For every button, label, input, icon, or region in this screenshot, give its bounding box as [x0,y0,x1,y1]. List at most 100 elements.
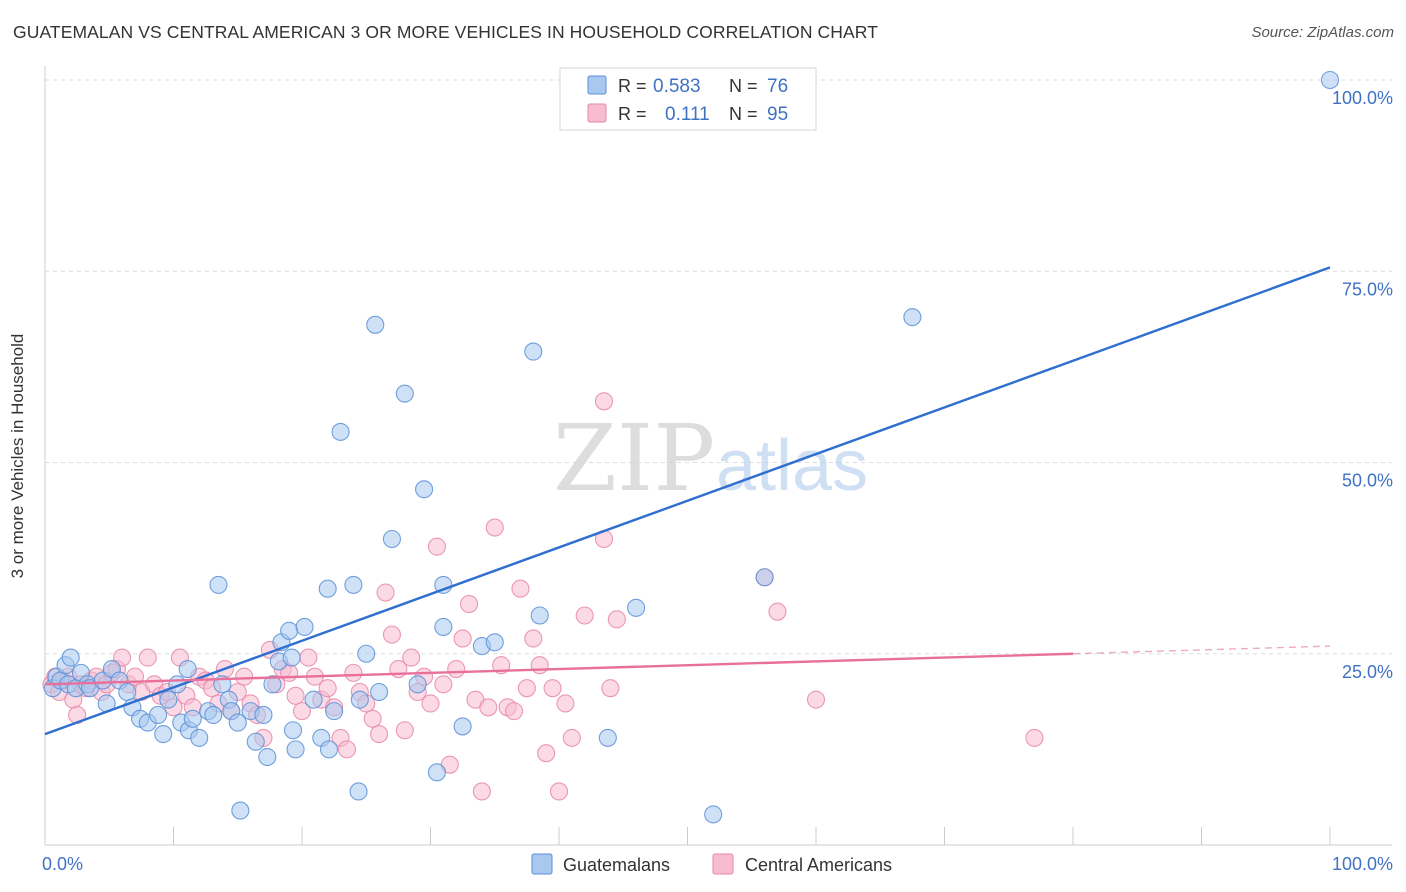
point-central-americans [286,686,305,705]
point-guatemalans [283,721,303,740]
point-guatemalans [178,659,197,679]
gridlines [45,79,1392,655]
point-guatemalans [382,529,402,549]
bottom-legend-swatch-central-americans [712,853,734,875]
bottom-legend: Guatemalans Central Americans [531,853,892,875]
point-guatemalans [280,621,299,640]
point-central-americans [556,694,575,713]
legend-r-label-2: R = [618,104,647,124]
point-guatemalans [282,648,301,667]
point-central-americans [479,698,498,717]
point-guatemalans [350,690,369,709]
point-guatemalans [295,617,314,637]
chart-title: GUATEMALAN VS CENTRAL AMERICAN 3 OR MORE… [13,22,879,42]
point-central-americans [235,667,254,686]
point-central-americans [376,583,395,602]
point-guatemalans [530,606,549,625]
point-guatemalans [304,690,323,709]
legend-n-value-2: 95 [767,104,788,125]
point-guatemalans [228,713,247,732]
trend-line [44,266,1331,736]
point-central-americans [299,648,318,667]
point-guatemalans [524,342,543,361]
point-central-americans [524,629,543,648]
point-central-americans [113,648,132,667]
point-central-americans [447,659,466,679]
y-tick-label: 75.0% [1342,279,1393,299]
point-guatemalans [190,728,209,747]
series-guatemalans [43,70,1340,824]
point-central-americans [562,728,581,747]
point-guatemalans [366,315,385,334]
x-tick-label: 0.0% [42,854,83,874]
point-central-americans [370,725,389,744]
point-guatemalans [154,725,173,744]
point-guatemalans [415,480,434,499]
legend-n-label-1: N = [729,76,758,96]
y-tick-label: 50.0% [1342,471,1393,491]
point-central-americans [511,579,530,598]
point-central-americans [549,782,569,801]
point-guatemalans [903,308,922,327]
point-central-americans [427,537,446,556]
point-central-americans [434,675,453,694]
point-central-americans [530,656,549,675]
point-guatemalans [325,702,344,721]
point-central-americans [517,679,536,698]
point-guatemalans [263,675,282,694]
axes [44,66,1392,846]
point-central-americans [318,679,337,698]
point-central-americans [768,602,787,621]
point-central-americans [402,648,421,667]
point-guatemalans [183,709,202,728]
point-guatemalans [370,682,389,702]
trend-lines [44,266,1331,736]
point-central-americans [575,606,594,625]
point-central-americans [138,648,157,667]
source-credit: Source: ZipAtlas.com [1251,24,1394,41]
point-guatemalans [149,705,168,725]
point-central-americans [363,709,382,728]
legend-box: R = 0.583 N = 76 R = 0.111 N = 95 [559,67,817,131]
point-guatemalans [357,644,376,663]
point-central-americans [607,610,626,629]
watermark-atlas: atlas [716,426,868,506]
trend-line-extension [1072,645,1331,655]
point-central-americans [594,392,614,411]
point-central-americans [1025,728,1044,747]
point-central-americans [395,721,414,740]
point-guatemalans [318,579,337,598]
point-guatemalans [344,575,363,594]
point-central-americans [543,679,562,698]
point-guatemalans [258,747,277,767]
trend-line [44,652,1074,686]
point-central-americans [421,694,440,713]
point-guatemalans [231,801,250,820]
point-guatemalans [427,763,446,782]
point-guatemalans [395,384,414,403]
point-central-americans [806,690,826,709]
point-guatemalans [319,740,339,759]
point-central-americans [601,679,620,698]
point-guatemalans [755,568,774,587]
point-guatemalans [204,705,223,725]
point-guatemalans [453,717,472,736]
bottom-legend-label-guatemalans: Guatemalans [563,855,670,875]
legend-swatch-central-americans [587,103,607,123]
point-guatemalans [61,648,80,667]
point-central-americans [337,740,357,759]
legend-n-value-1: 76 [767,76,788,97]
point-central-americans [292,702,312,721]
watermark-zip: ZIP [553,405,715,512]
tick-labels: 100.0% 75.0% 50.0% 25.0% 0.0% 100.0% [42,88,1393,874]
legend-n-label-2: N = [729,104,758,124]
point-central-americans [504,702,524,721]
point-guatemalans [331,422,350,441]
point-guatemalans [598,728,617,747]
point-central-americans [453,629,472,648]
bottom-legend-label-central-americans: Central Americans [745,855,892,875]
point-guatemalans [209,575,228,594]
point-central-americans [459,594,479,614]
legend-swatch-guatemalans [587,75,607,95]
point-guatemalans [246,732,265,751]
